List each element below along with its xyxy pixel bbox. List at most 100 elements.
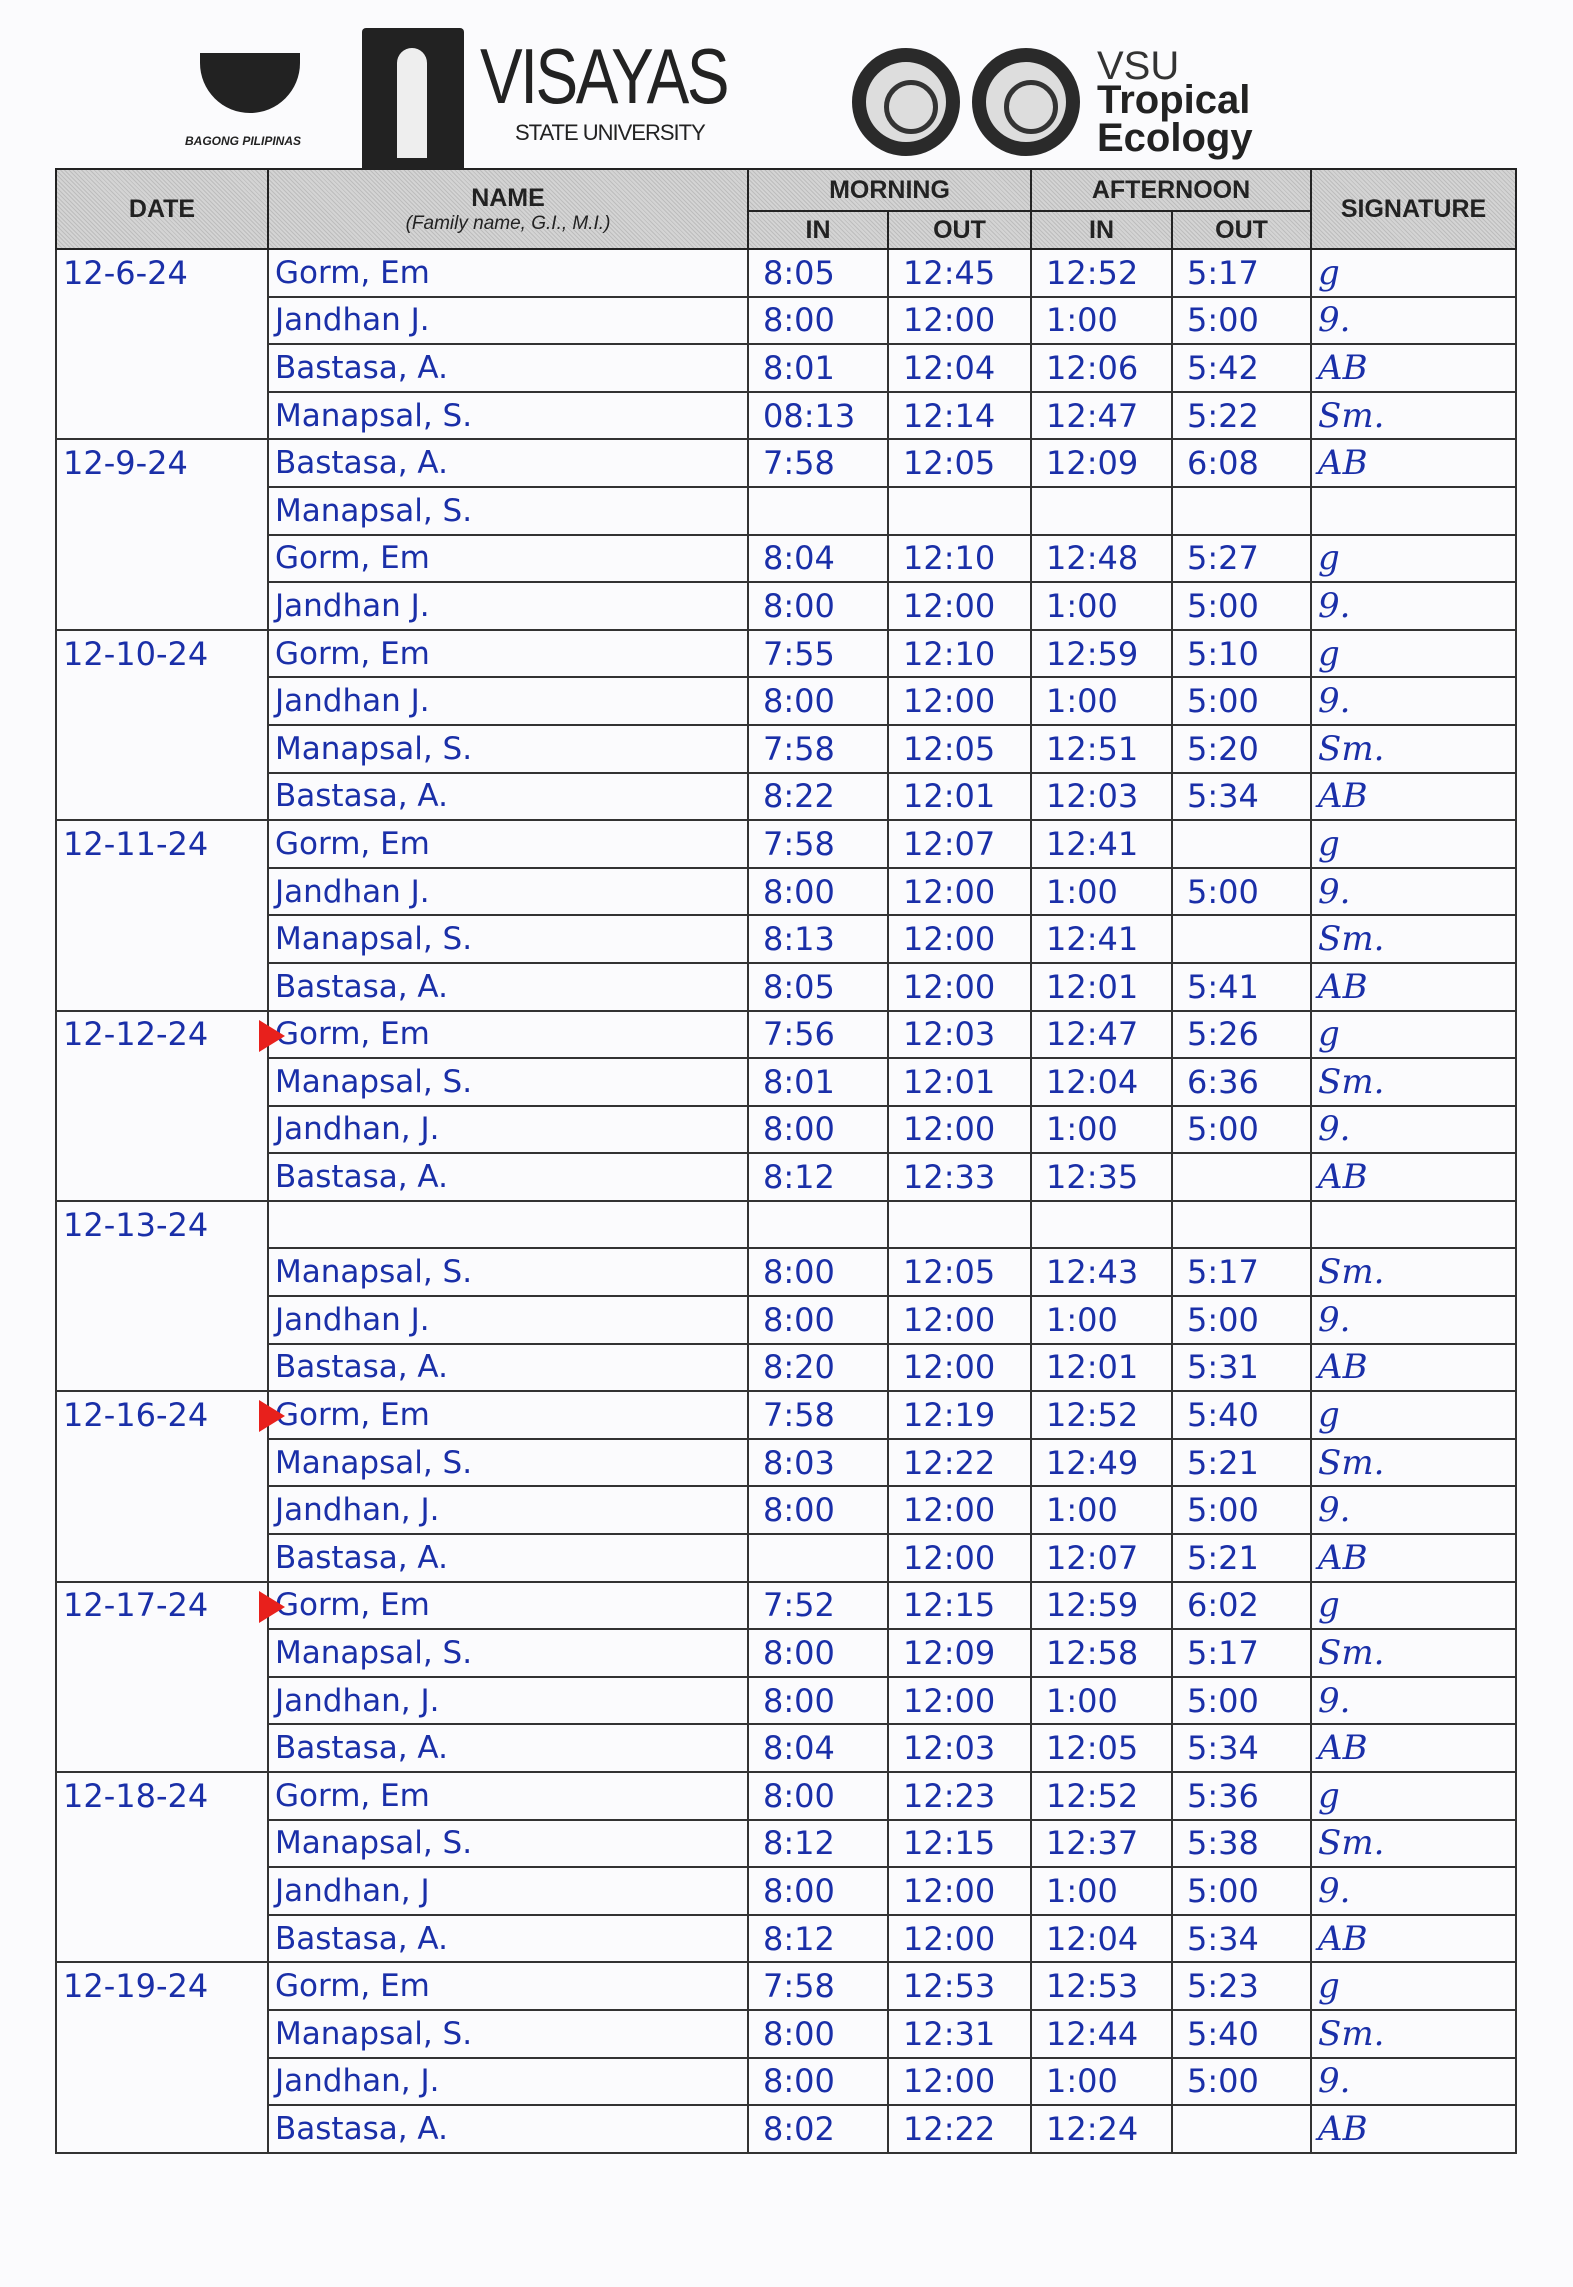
signature-cell-text: 9. — [1318, 585, 1351, 626]
afternoon-in-cell-text: 12:07 — [1046, 1538, 1139, 1577]
afternoon-in-cell: 1:00 — [1030, 581, 1174, 631]
name-cell: Bastasa, A. — [267, 771, 749, 822]
afternoon-out-cell-text: 5:10 — [1187, 634, 1259, 673]
table-row: Bastasa, A. 8:02 12:22 12:24 AB — [55, 2104, 1518, 2154]
afternoon-out-cell-text: 6:08 — [1187, 444, 1259, 483]
morning-out-cell-text: 12:05 — [903, 1253, 996, 1292]
morning-out-cell-text: 12:00 — [903, 301, 996, 340]
signature-cell-text: AB — [1318, 347, 1368, 388]
name-cell: Manapsal, S. — [267, 1247, 749, 1298]
table-row: Manapsal, S. 8:00 12:09 12:58 5:17 Sm. — [55, 1628, 1518, 1678]
afternoon-out-cell-text: 5:40 — [1187, 1396, 1259, 1435]
date-cell — [55, 1818, 269, 1868]
col-afternoon-out: OUT — [1171, 210, 1313, 250]
afternoon-out-cell: 5:00 — [1171, 1675, 1313, 1726]
name-cell-text: Gorm, Em — [275, 825, 430, 862]
morning-in-cell-text: 7:56 — [763, 1015, 835, 1054]
table-row: 12-19-24 Gorm, Em 7:58 12:53 12:53 5:23 g — [55, 1961, 1518, 2011]
signature-cell: 9. — [1310, 295, 1518, 346]
morning-out-cell-text: 12:00 — [903, 1491, 996, 1530]
afternoon-in-cell: 1:00 — [1030, 1675, 1174, 1726]
name-cell: Jandhan J. — [267, 295, 749, 346]
afternoon-out-cell-text: 5:34 — [1187, 1729, 1259, 1768]
name-cell: Manapsal, S. — [267, 485, 749, 536]
afternoon-out-cell: 5:38 — [1171, 1818, 1313, 1869]
afternoon-in-cell: 1:00 — [1030, 866, 1174, 917]
name-cell-text: Bastasa, A. — [275, 968, 448, 1005]
morning-in-cell: 7:52 — [747, 1580, 889, 1631]
morning-in-cell: 8:04 — [747, 1723, 889, 1773]
morning-out-cell-text: 12:00 — [903, 1919, 996, 1958]
name-cell: Bastasa, A. — [267, 1533, 749, 1583]
date-cell — [55, 485, 269, 535]
afternoon-out-cell: 5:00 — [1171, 295, 1313, 346]
table-row: Jandhan, J. 8:00 12:00 1:00 5:00 9. — [55, 1104, 1518, 1155]
date-cell: 12-10-24 — [55, 628, 269, 678]
morning-in-cell: 8:02 — [747, 2104, 889, 2154]
table-row: Manapsal, S. 8:13 12:00 12:41 Sm. — [55, 914, 1518, 964]
morning-in-cell: 7:58 — [747, 438, 889, 488]
signature-cell-text: Sm. — [1318, 1442, 1385, 1483]
name-cell-text: Jandhan, J. — [275, 1492, 440, 1529]
morning-out-cell: 12:15 — [886, 1580, 1033, 1631]
name-cell: Bastasa, A. — [267, 2104, 749, 2154]
table-row: Jandhan J. 8:00 12:00 1:00 5:00 9. — [55, 1295, 1518, 1345]
morning-out-cell-text: 12:22 — [903, 2109, 996, 2148]
name-cell: Gorm, Em — [267, 533, 749, 584]
name-cell-text: Jandhan J. — [275, 1301, 430, 1338]
signature-cell — [1310, 485, 1518, 536]
date-cell — [55, 1628, 269, 1677]
signature-cell: Sm. — [1310, 914, 1518, 964]
afternoon-in-cell — [1030, 485, 1174, 536]
afternoon-out-cell: 5:31 — [1171, 1342, 1313, 1393]
table-row: Jandhan, J. 8:00 12:00 1:00 5:00 9. — [55, 2056, 1518, 2107]
signature-cell: 9. — [1310, 1866, 1518, 1916]
afternoon-out-cell-text: 6:36 — [1187, 1062, 1259, 1101]
name-cell: Manapsal, S. — [267, 1437, 749, 1488]
afternoon-out-cell: 5:21 — [1171, 1437, 1313, 1488]
afternoon-in-cell: 12:44 — [1030, 2008, 1174, 2059]
date-cell — [55, 1533, 269, 1583]
afternoon-out-cell: 5:00 — [1171, 581, 1313, 631]
afternoon-in-cell: 12:49 — [1030, 1437, 1174, 1488]
morning-in-cell: 7:55 — [747, 628, 889, 679]
date-cell — [55, 295, 269, 345]
table-row: Bastasa, A. 8:05 12:00 12:01 5:41 AB — [55, 961, 1518, 1012]
name-cell-text: Jandhan J. — [275, 873, 430, 910]
date-cell: 12-6-24 — [55, 248, 269, 297]
morning-in-cell: 8:00 — [747, 1247, 889, 1298]
name-cell: Gorm, Em — [267, 1009, 749, 1060]
afternoon-in-cell: 12:43 — [1030, 1247, 1174, 1298]
name-cell-text: Manapsal, S. — [275, 1254, 473, 1291]
afternoon-in-cell-text: 12:41 — [1046, 920, 1139, 959]
morning-out-cell: 12:15 — [886, 1818, 1033, 1869]
morning-in-cell: 7:58 — [747, 1961, 889, 2011]
afternoon-out-cell: 6:08 — [1171, 438, 1313, 488]
signature-cell-text: Sm. — [1318, 919, 1385, 960]
afternoon-out-cell — [1171, 1152, 1313, 1202]
name-cell: Bastasa, A. — [267, 1342, 749, 1393]
morning-in-cell — [747, 1533, 889, 1583]
afternoon-out-cell: 5:00 — [1171, 2056, 1313, 2107]
morning-in-cell-text: 8:00 — [763, 872, 835, 911]
morning-in-cell: 7:58 — [747, 723, 889, 774]
university-name: VISAYAS — [480, 32, 729, 120]
date-cell: 12-9-24 — [55, 438, 269, 487]
morning-out-cell: 12:05 — [886, 723, 1033, 774]
table-row: Manapsal, S. 08:13 12:14 12:47 5:22 Sm. — [55, 390, 1518, 441]
afternoon-in-cell-text: 12:47 — [1046, 1015, 1139, 1054]
afternoon-in-cell: 12:59 — [1030, 1580, 1174, 1631]
signature-cell: AB — [1310, 771, 1518, 822]
name-cell: Jandhan J. — [267, 581, 749, 631]
morning-out-cell: 12:00 — [886, 1485, 1033, 1536]
morning-in-cell: 8:00 — [747, 1104, 889, 1155]
morning-in-cell-text: 8:12 — [763, 1824, 835, 1863]
signature-cell: g — [1310, 819, 1518, 869]
afternoon-out-cell-text: 5:27 — [1187, 539, 1259, 578]
name-cell-text: Gorm, Em — [275, 635, 430, 672]
afternoon-out-cell: 5:00 — [1171, 1485, 1313, 1536]
name-cell: Gorm, Em — [267, 628, 749, 679]
name-cell: Manapsal, S. — [267, 1628, 749, 1678]
morning-out-cell: 12:00 — [886, 676, 1033, 726]
name-cell-text: Jandhan J. — [275, 587, 430, 624]
